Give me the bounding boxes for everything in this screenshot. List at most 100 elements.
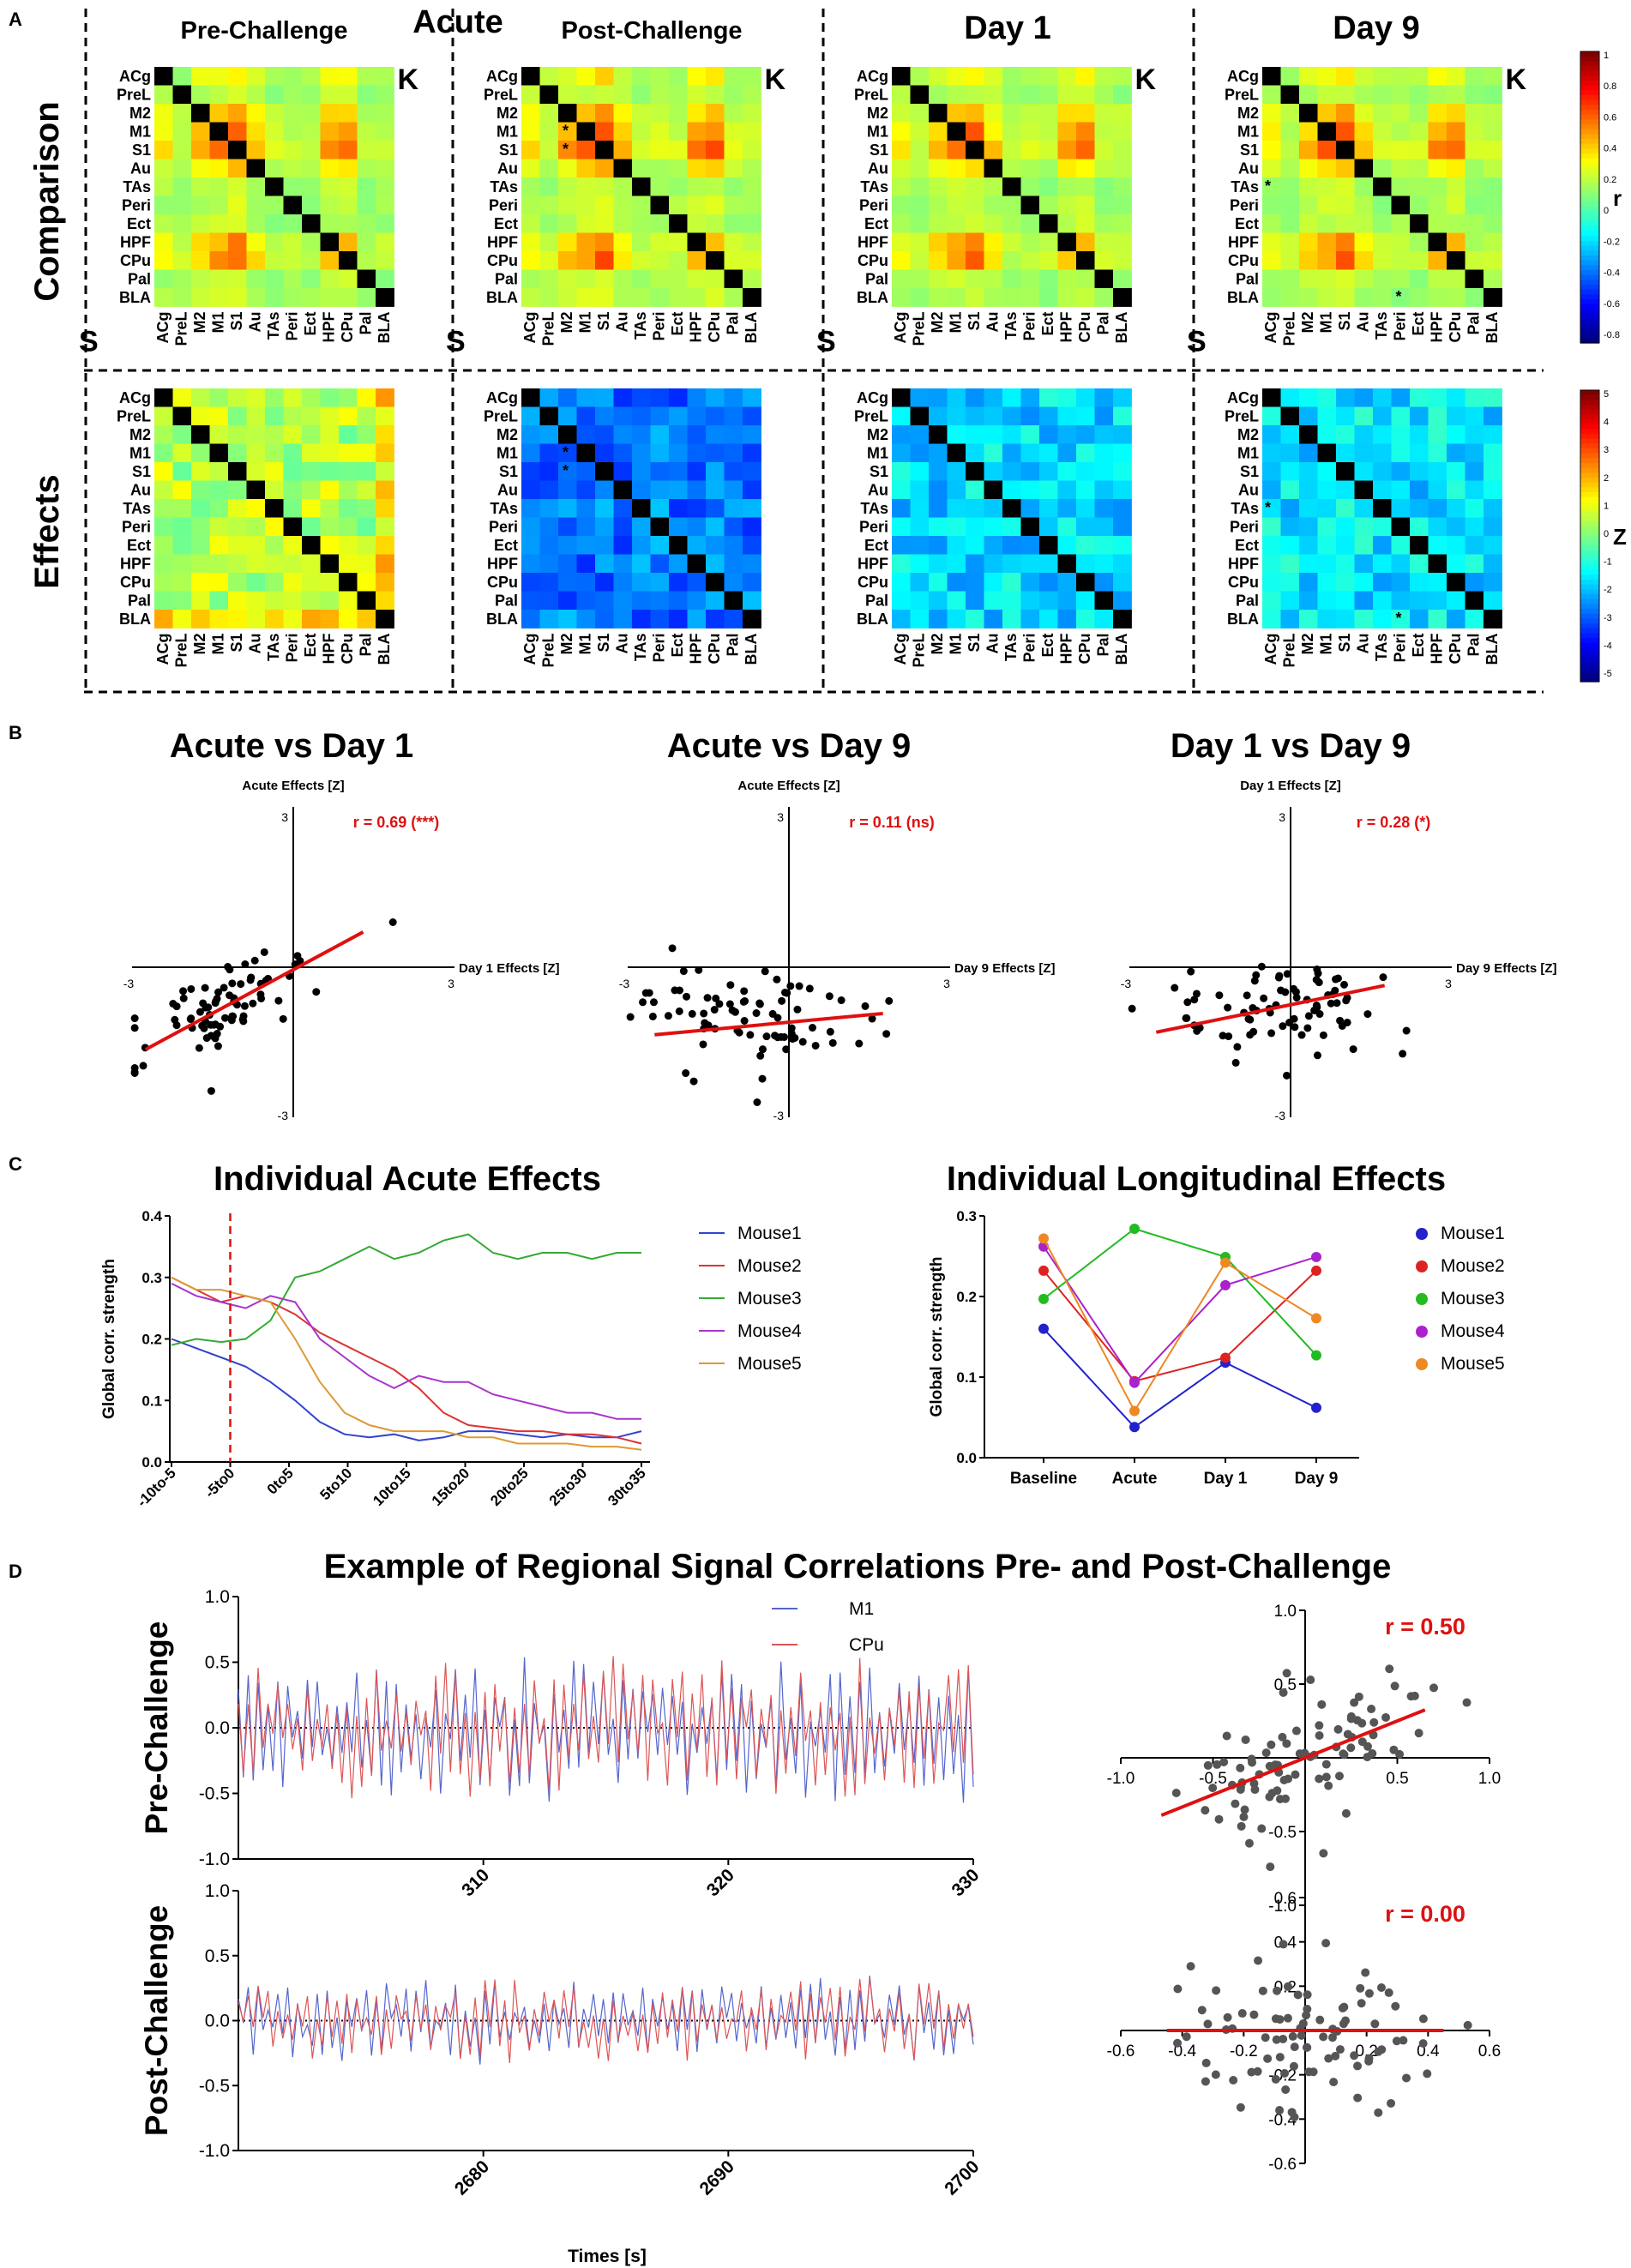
colorbar-segment [1580, 414, 1599, 420]
data-point [1236, 2103, 1245, 2112]
data-point [1303, 2004, 1312, 2013]
heatmap-cell [1299, 425, 1318, 444]
heatmap-cell [892, 480, 911, 500]
heatmap-cell [1354, 536, 1374, 555]
data-point [1410, 1691, 1419, 1700]
col-tick-label: Ect [669, 311, 686, 335]
heatmap-cell [892, 591, 911, 611]
row-tick-label: ACg [486, 389, 518, 406]
data-point [312, 988, 321, 996]
heatmap-cell [632, 269, 651, 289]
heatmap-cell [265, 610, 284, 629]
heatmap-cell [1076, 462, 1095, 481]
heatmap-cell [320, 288, 340, 307]
heatmap-cell [613, 104, 633, 123]
row-tick-label: S1 [499, 141, 518, 159]
heatmap-cell [984, 196, 1003, 215]
series-line-mouse4 [171, 1283, 641, 1420]
col-tick-label: PreL [1281, 634, 1298, 668]
colorbar-segment [1580, 589, 1599, 595]
heatmap-cell [228, 141, 247, 159]
heatmap-cell [246, 536, 266, 555]
heatmap-cell [1410, 269, 1429, 289]
data-point [1278, 1732, 1287, 1742]
heatmap-cell [558, 177, 577, 196]
comparison-heatmap: ACgACgPreLPreLM2M2M1M1S1S1AuAuTAsTAsPeri… [1187, 63, 1527, 358]
heatmap-cell [320, 443, 340, 463]
heatmap-cell [228, 462, 247, 481]
heatmap-cell [1002, 443, 1021, 463]
data-point [240, 1002, 249, 1010]
heatmap-cell [1280, 591, 1300, 611]
heatmap-cell [632, 232, 651, 252]
col-tick-label: Ect [1410, 633, 1427, 657]
heatmap-cell [595, 480, 614, 500]
heatmap-cell [283, 288, 303, 307]
heatmap-cell [539, 499, 559, 518]
heatmap-cell [966, 251, 984, 270]
heatmap-cell [1094, 288, 1114, 307]
heatmap-cell [1002, 388, 1021, 407]
heatmap-cell [595, 104, 614, 123]
row-tick-label: BLA [857, 289, 888, 306]
heatmap-cell [984, 536, 1003, 555]
data-point [1290, 2042, 1299, 2052]
heatmap-cell [650, 554, 670, 574]
heatmap-cell [265, 591, 284, 611]
heatmap-cell [1076, 122, 1095, 141]
heatmap-cell [154, 196, 173, 215]
data-point [773, 1014, 782, 1022]
heatmap-cell [1354, 251, 1374, 270]
heatmap-cell [376, 177, 394, 196]
heatmap-cell [576, 177, 596, 196]
heatmap-cell [669, 388, 688, 407]
heatmap-cell [1020, 517, 1040, 537]
heatmap-cell [521, 499, 540, 518]
row-tick-label: TAs [123, 178, 151, 196]
row-tick-label: Peri [489, 518, 518, 535]
heatmap-cell [1020, 104, 1040, 123]
heatmap-cell [724, 425, 743, 444]
col-title-acute: Acute [412, 4, 503, 40]
heatmap-cell [669, 232, 688, 252]
data-point [293, 952, 302, 960]
heatmap-cell [539, 462, 559, 481]
heatmap-cell [1113, 67, 1132, 86]
heatmap-cell [632, 425, 651, 444]
heatmap-cell [706, 462, 725, 481]
y-tick-label: 1.0 [205, 1587, 230, 1607]
data-point [1317, 1699, 1327, 1709]
heatmap-cell [1299, 536, 1318, 555]
data-point [1229, 2076, 1238, 2085]
heatmap-cell [929, 232, 948, 252]
colorbar-segment [1580, 226, 1599, 232]
comparison-heatmap: ACgACgPreLPreLM2M2M1M1S1S1AuAuTAsTAsPeri… [79, 63, 419, 358]
heatmap-cell [1299, 251, 1318, 270]
heatmap-cell [910, 388, 930, 407]
heatmap-cell [154, 214, 173, 233]
tick-label: -3 [1121, 977, 1132, 990]
heatmap-cell [984, 443, 1003, 463]
col-tick-label: Peri [651, 312, 668, 341]
row-tick-label: Au [130, 159, 151, 177]
col-tick-label: Pal [1465, 634, 1483, 657]
heatmap-cell [1094, 85, 1114, 105]
heatmap-cell [521, 480, 540, 500]
heatmap-cell [947, 388, 966, 407]
heatmap-cell [265, 177, 284, 196]
y-tick-label: -1.0 [199, 2141, 230, 2161]
heatmap-cell [687, 159, 707, 178]
colorbar-segment [1580, 657, 1599, 663]
heatmap-cell [1262, 591, 1281, 611]
heatmap-cell [1410, 480, 1429, 500]
data-point [1423, 2069, 1432, 2078]
heatmap-cell [669, 443, 688, 463]
heatmap-cell [929, 480, 948, 500]
colorbar-segment [1580, 580, 1599, 586]
heatmap-cell [558, 85, 577, 105]
colorbar-segment [1580, 623, 1599, 629]
data-point [1414, 1729, 1423, 1738]
colorbar-tick: 0 [1604, 206, 1609, 216]
col-tick-label: Au [1355, 312, 1372, 333]
